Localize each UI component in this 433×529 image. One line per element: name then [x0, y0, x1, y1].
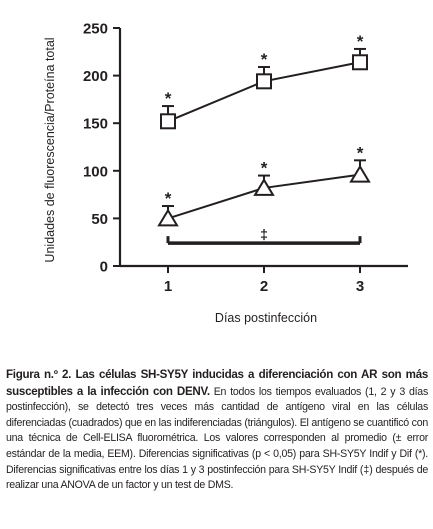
x-axis-label: Días postinfección	[215, 311, 317, 325]
y-tick-label: 150	[83, 116, 108, 133]
y-tick-label: 250	[83, 21, 108, 38]
y-tick-label: 0	[100, 259, 108, 276]
x-tick-label: 1	[164, 278, 172, 295]
figure-caption: Figura n.º 2. Las células SH-SY5Y induci…	[6, 367, 428, 494]
data-point-square	[160, 113, 176, 130]
data-point-triangle	[349, 164, 371, 183]
significance-asterisk: *	[261, 159, 268, 178]
significance-asterisk: *	[261, 50, 268, 69]
line-chart: 0 50 100 150 200 250 1 2 3 Unidades de fluorescen…	[43, 21, 408, 325]
significance-asterisk: *	[357, 32, 364, 51]
y-axis-label: Unidades de fluorescencia/Proteína total	[43, 37, 57, 262]
plot-area: 0 50 100 150 200 250 1 2 3 Unidades de fluorescen…	[43, 21, 408, 325]
significance-asterisk: *	[165, 89, 172, 108]
significance-asterisk: *	[165, 189, 172, 208]
caption-title: Figura n.º 2. Las células SH-SY5Y induci…	[6, 368, 428, 398]
data-point-square	[256, 73, 272, 90]
bracket-label: ‡	[260, 226, 268, 242]
data-point-triangle	[253, 177, 275, 196]
x-tick-label: 2	[260, 278, 268, 295]
y-tick-label: 100	[83, 163, 108, 180]
caption-body: En todos los tiempos evaluados (1, 2 y 3…	[6, 385, 428, 492]
y-tick-label: 200	[83, 68, 108, 85]
data-point-triangle	[157, 208, 179, 227]
data-point-square	[352, 54, 368, 71]
x-tick-label: 3	[356, 278, 364, 295]
significance-asterisk: *	[357, 143, 364, 162]
y-tick-label: 50	[91, 211, 108, 228]
